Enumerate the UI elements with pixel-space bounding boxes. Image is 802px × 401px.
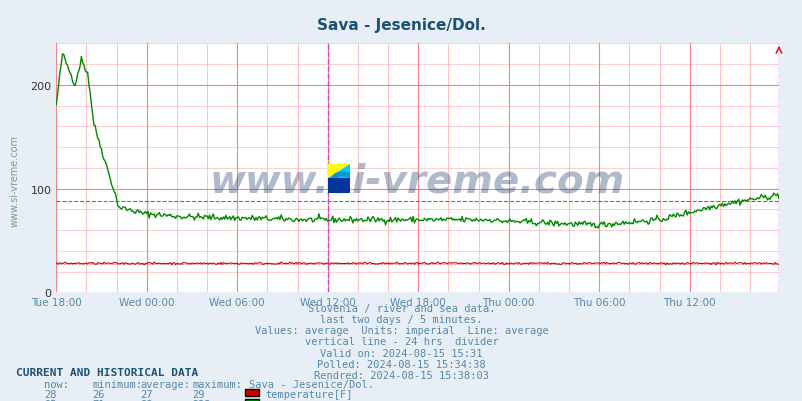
Text: Slovenia / river and sea data.: Slovenia / river and sea data.: [307, 303, 495, 313]
Text: 95: 95: [44, 399, 57, 401]
Text: 88: 88: [140, 399, 153, 401]
Text: Rendred: 2024-08-15 15:38:03: Rendred: 2024-08-15 15:38:03: [314, 370, 488, 380]
Text: 26: 26: [92, 389, 105, 399]
Text: 71: 71: [92, 399, 105, 401]
Text: 222: 222: [192, 399, 211, 401]
Text: temperature[F]: temperature[F]: [265, 389, 352, 399]
Text: 27: 27: [140, 389, 153, 399]
Text: www.si-vreme.com: www.si-vreme.com: [10, 135, 19, 226]
Text: vertical line - 24 hrs  divider: vertical line - 24 hrs divider: [304, 336, 498, 346]
Text: Polled: 2024-08-15 15:34:38: Polled: 2024-08-15 15:34:38: [317, 359, 485, 369]
Text: maximum:: maximum:: [192, 379, 242, 389]
Text: minimum:: minimum:: [92, 379, 142, 389]
Polygon shape: [327, 179, 350, 193]
Text: average:: average:: [140, 379, 190, 389]
Text: 28: 28: [44, 389, 57, 399]
Text: 29: 29: [192, 389, 205, 399]
Text: flow[foot3/min]: flow[foot3/min]: [265, 399, 358, 401]
Text: www.si-vreme.com: www.si-vreme.com: [209, 162, 625, 200]
Text: last two days / 5 minutes.: last two days / 5 minutes.: [320, 314, 482, 324]
Text: now:: now:: [44, 379, 69, 389]
Text: Sava - Jesenice/Dol.: Sava - Jesenice/Dol.: [317, 18, 485, 33]
Text: Valid on: 2024-08-15 15:31: Valid on: 2024-08-15 15:31: [320, 348, 482, 358]
Text: CURRENT AND HISTORICAL DATA: CURRENT AND HISTORICAL DATA: [16, 367, 198, 377]
Text: Sava - Jesenice/Dol.: Sava - Jesenice/Dol.: [249, 379, 374, 389]
Polygon shape: [327, 164, 350, 179]
Text: Values: average  Units: imperial  Line: average: Values: average Units: imperial Line: av…: [254, 325, 548, 335]
Polygon shape: [327, 164, 350, 179]
